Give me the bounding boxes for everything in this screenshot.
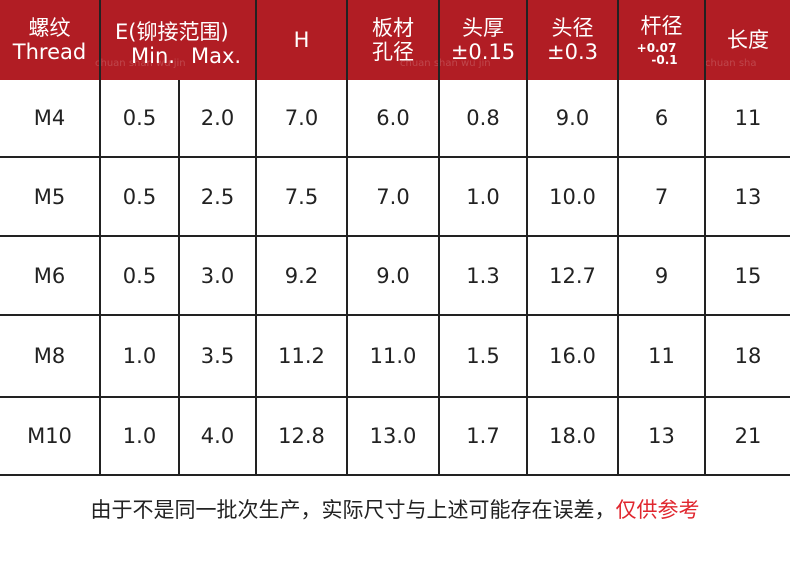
disclaimer-text: 由于不是同一批次生产，实际尺寸与上述可能存在误差， [90, 498, 616, 522]
cell-max: 3.5 [200, 344, 235, 368]
header-thread-en: Thread [12, 40, 87, 64]
header-rod-tol-minus: -0.1 [651, 53, 678, 67]
grid-line [0, 235, 790, 237]
grid-line [0, 474, 790, 476]
grid-line [178, 80, 180, 476]
header-rod-1: 杆径 [640, 14, 683, 38]
grid-line [704, 0, 706, 476]
cell-head-thickness: 1.7 [466, 424, 500, 448]
cell-min: 0.5 [122, 184, 157, 209]
header-head-thick-1: 头厚 [462, 16, 504, 40]
cell-head-thickness: 1.0 [466, 184, 500, 209]
cell-max: 2.0 [200, 106, 235, 130]
header-e-range-label: E(铆接范围) [115, 20, 229, 44]
grid-line [0, 156, 790, 158]
watermark: chuan shan wu jin [400, 58, 491, 69]
watermark: chuan sha [705, 58, 757, 69]
header-h-label: H [293, 28, 310, 52]
cell-hole: 11.0 [369, 344, 417, 368]
header-hole: 板材 孔径 [348, 0, 438, 80]
spec-table: chuan shan wu jin chuan shan wu jin chua… [0, 0, 790, 476]
header-thread-cn: 螺纹 [28, 16, 71, 40]
grid-line [0, 314, 790, 316]
cell-length: 15 [734, 263, 762, 288]
header-e-range: E(铆接范围) Min. Max. [101, 0, 255, 80]
cell-head-diameter: 10.0 [549, 184, 596, 209]
header-length-label: 长度 [727, 28, 769, 52]
disclaimer-highlight: 仅供参考 [615, 498, 700, 522]
cell-head-thickness: 1.3 [466, 263, 500, 288]
cell-length: 11 [734, 106, 762, 130]
grid-line [99, 0, 101, 476]
cell-rod: 13 [648, 424, 675, 448]
cell-head-diameter: 12.7 [549, 263, 596, 288]
grid-line [438, 0, 440, 476]
cell-rod: 11 [648, 344, 675, 368]
cell-thread: M5 [33, 184, 66, 209]
table-header [0, 0, 790, 80]
header-rod-tol-plus: +0.07 [636, 41, 677, 55]
watermark: chuan shan wu jin [95, 58, 186, 69]
cell-h: 7.5 [284, 184, 319, 209]
header-max: Max. [191, 44, 242, 68]
cell-head-diameter: 9.0 [555, 106, 590, 130]
grid-line [526, 0, 528, 476]
cell-min: 1.0 [122, 344, 157, 368]
cell-length: 21 [734, 424, 762, 448]
cell-thread: M10 [27, 424, 72, 448]
grid-line [0, 396, 790, 398]
header-hole-1: 板材 [372, 16, 414, 40]
cell-thread: M6 [33, 263, 66, 288]
cell-head-thickness: 0.8 [466, 106, 500, 130]
grid-line [617, 0, 619, 476]
cell-h: 9.2 [284, 263, 319, 288]
cell-h: 12.8 [278, 424, 325, 448]
cell-head-thickness: 1.5 [466, 344, 500, 368]
cell-hole: 13.0 [369, 424, 417, 448]
header-head-dia-1: 头径 [551, 16, 594, 40]
header-min: Min. [131, 44, 175, 68]
header-h: H [257, 0, 346, 80]
cell-rod: 7 [654, 184, 669, 209]
header-thread: 螺纹 Thread [0, 0, 99, 80]
header-length: 长度 [706, 0, 790, 80]
cell-max: 4.0 [200, 424, 235, 448]
cell-rod: 9 [654, 263, 669, 288]
header-hole-2: 孔径 [372, 40, 414, 64]
cell-hole: 6.0 [376, 106, 410, 130]
grid-line [255, 0, 257, 476]
cell-hole: 9.0 [376, 263, 410, 288]
cell-thread: M4 [33, 106, 66, 130]
cell-h: 7.0 [284, 106, 319, 130]
cell-head-diameter: 18.0 [549, 424, 596, 448]
cell-length: 18 [734, 344, 762, 368]
header-head-dia-2: ±0.3 [547, 40, 598, 64]
cell-rod: 6 [654, 106, 669, 130]
cell-min: 0.5 [122, 106, 157, 130]
cell-length: 13 [734, 184, 762, 209]
header-head-thickness: 头厚 ±0.15 [440, 0, 526, 80]
header-head-thick-2: ±0.15 [450, 40, 516, 64]
header-rod-diameter: 杆径 +0.07 -0.1 [619, 0, 704, 80]
cell-min: 0.5 [122, 263, 157, 288]
grid-line [346, 0, 348, 476]
cell-max: 2.5 [200, 184, 235, 209]
cell-min: 1.0 [122, 424, 157, 448]
cell-thread: M8 [33, 344, 66, 368]
cell-hole: 7.0 [376, 184, 410, 209]
cell-h: 11.2 [278, 344, 325, 368]
disclaimer-note: 由于不是同一批次生产，实际尺寸与上述可能存在误差，仅供参考 [0, 490, 790, 530]
header-head-diameter: 头径 ±0.3 [528, 0, 617, 80]
cell-max: 3.0 [200, 263, 235, 288]
cell-head-diameter: 16.0 [549, 344, 596, 368]
